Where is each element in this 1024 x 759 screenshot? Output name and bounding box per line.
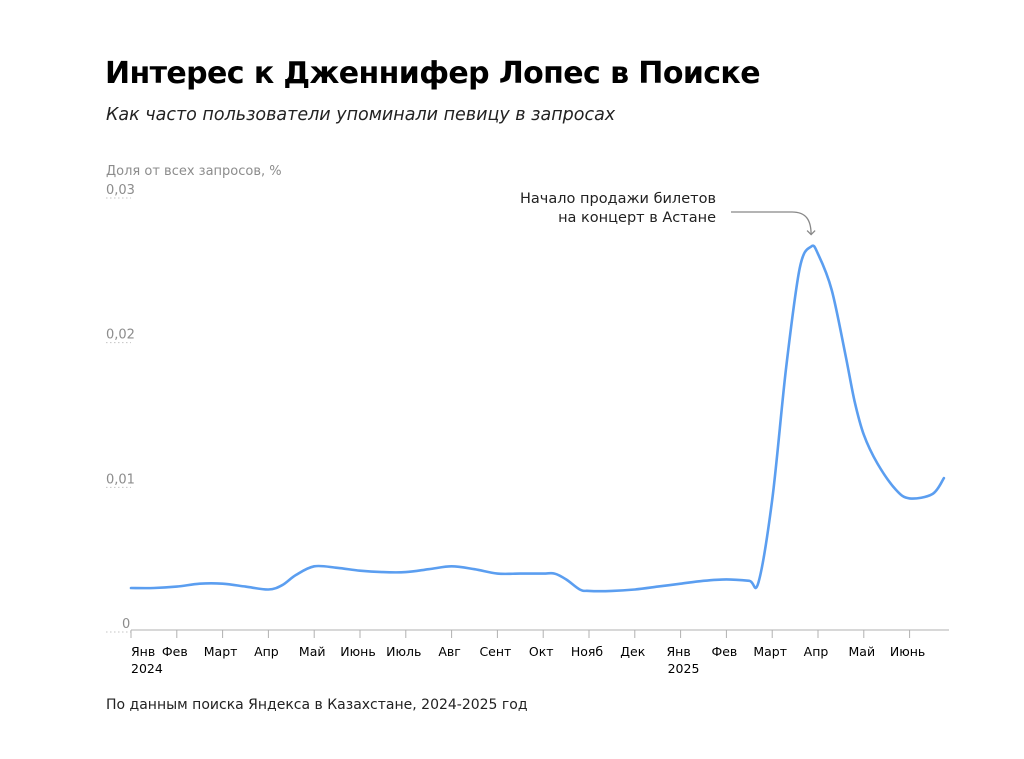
y-tick-label: 0,02 [106, 328, 135, 343]
x-tick-label: Май [299, 644, 326, 659]
x-tick-label: Март [204, 644, 238, 659]
line-chart: Доля от всех запросов, % 0 0,01 0,02 0,03 Я… [106, 164, 949, 676]
series-group [129, 244, 946, 593]
x-tick-label: Янв [131, 644, 155, 659]
y-tick-label: 0,01 [106, 472, 135, 487]
chart-title: Интерес к Дженнифер Лопес в Поиске [105, 56, 761, 91]
x-tick-label: Апр [804, 644, 829, 659]
annotation-text: на концерт в Астане [558, 210, 716, 226]
x-tick-label: Сент [479, 644, 511, 659]
y-axis-label: Доля от всех запросов, % [106, 164, 282, 179]
x-tick-label: Июнь [340, 644, 375, 659]
y-ticks: 0 0,01 0,02 0,03 [106, 183, 135, 633]
x-tick-label: Нояб [571, 644, 604, 659]
x-tick-label: Фев [711, 644, 737, 659]
annotation-group: Начало продажи билетов на концерт в Астан… [520, 191, 816, 236]
y-tick-label: 0 [122, 617, 130, 632]
x-tick-label: Май [849, 644, 876, 659]
annotation-text: Начало продажи билетов [520, 191, 716, 207]
x-tick-label: Дек [620, 644, 645, 659]
x-tick-year: 2025 [668, 661, 700, 676]
chart-subtitle: Как часто пользователи упоминали певицу … [106, 105, 616, 125]
x-tick-label: Март [753, 644, 787, 659]
x-tick-label: Июль [386, 644, 421, 659]
x-tick-year: 2024 [131, 661, 163, 676]
series-line [129, 244, 946, 593]
x-axis: Янв 2024 Фев Март Апр Май Июнь Июль Авг Сент Окт Но… [130, 629, 949, 676]
x-tick-label: Апр [254, 644, 279, 659]
x-tick-label: Окт [529, 644, 554, 659]
x-tick-label: Фев [162, 644, 188, 659]
annotation-arrow [731, 211, 816, 236]
x-tick-label: Янв [666, 644, 690, 659]
source-note: По данным поиска Яндекса в Казахстане, 2… [106, 697, 528, 713]
x-tick-label: Авг [438, 644, 461, 659]
x-tick-label: Июнь [890, 644, 925, 659]
y-tick-label: 0,03 [106, 183, 135, 198]
